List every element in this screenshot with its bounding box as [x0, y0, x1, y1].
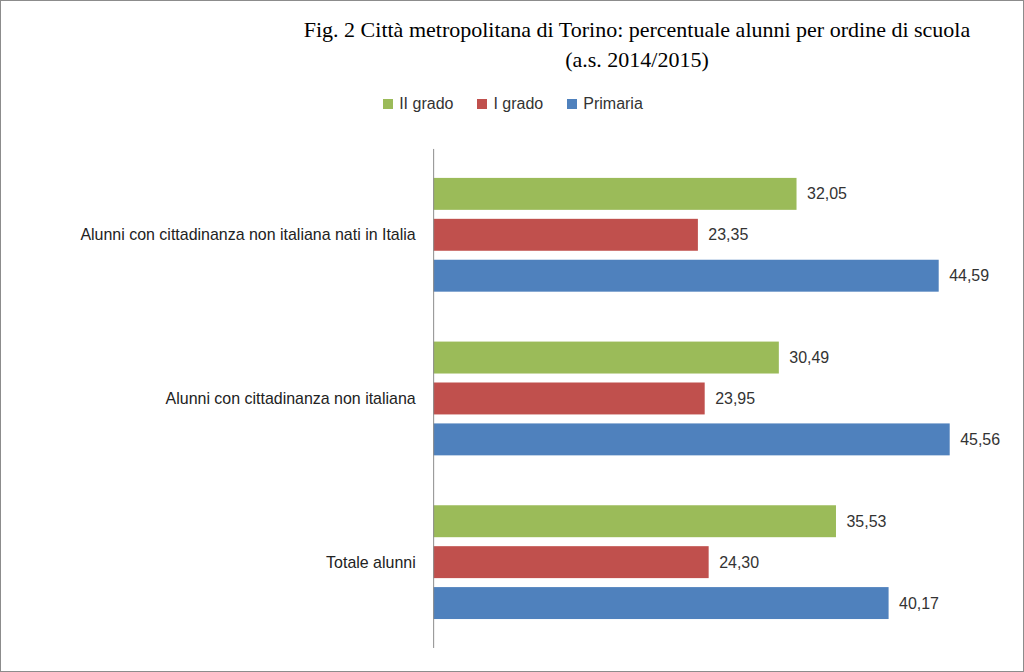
svg-text:24,30: 24,30: [719, 554, 759, 571]
html-text:Primaria: Primaria: [583, 95, 643, 112]
svg-text:32,05: 32,05: [807, 185, 847, 202]
html-text:II grado: II grado: [399, 95, 454, 112]
svg-text:30,49: 30,49: [789, 349, 829, 366]
svg-text:Alunni con cittadinanza non it: Alunni con cittadinanza non italiana: [166, 390, 416, 407]
html-text:Fig. 2 Città metropolitana di: Fig. 2 Città metropolitana di Torino: pe…: [303, 17, 971, 42]
svg-text:40,17: 40,17: [899, 595, 939, 612]
svg-text:35,53: 35,53: [846, 513, 886, 530]
svg-text:Totale alunni: Totale alunni: [326, 554, 416, 571]
svg-text:Alunni con cittadinanza non it: Alunni con cittadinanza non italiana nat…: [80, 226, 415, 243]
html-text:(a.s. 2014/2015): (a.s. 2014/2015): [565, 47, 709, 72]
svg-text:45,56: 45,56: [960, 431, 1000, 448]
svg-text:23,95: 23,95: [715, 390, 755, 407]
svg-text:44,59: 44,59: [949, 267, 989, 284]
html-text:I grado: I grado: [493, 95, 544, 112]
svg-text:23,35: 23,35: [708, 226, 748, 243]
